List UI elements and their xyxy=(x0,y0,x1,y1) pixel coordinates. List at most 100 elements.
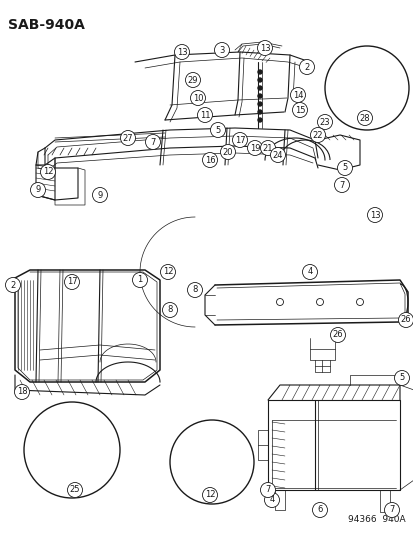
Circle shape xyxy=(197,108,212,123)
Text: 14: 14 xyxy=(292,91,302,100)
Text: 21: 21 xyxy=(262,143,273,152)
Circle shape xyxy=(202,488,217,503)
Text: 6: 6 xyxy=(316,505,322,514)
Text: 22: 22 xyxy=(312,131,323,140)
Circle shape xyxy=(132,272,147,287)
Text: 8: 8 xyxy=(192,286,197,295)
Circle shape xyxy=(162,303,177,318)
Circle shape xyxy=(337,160,351,175)
Circle shape xyxy=(220,144,235,159)
Text: 28: 28 xyxy=(359,114,369,123)
Circle shape xyxy=(24,402,120,498)
Text: 26: 26 xyxy=(332,330,342,340)
Text: 18: 18 xyxy=(17,387,27,397)
Circle shape xyxy=(257,70,261,74)
Circle shape xyxy=(270,148,285,163)
Text: 27: 27 xyxy=(122,133,133,142)
Circle shape xyxy=(40,165,55,180)
Circle shape xyxy=(312,503,327,518)
Circle shape xyxy=(67,482,82,497)
Text: 20: 20 xyxy=(222,148,233,157)
Text: 17: 17 xyxy=(234,135,245,144)
Circle shape xyxy=(260,482,275,497)
Circle shape xyxy=(334,177,349,192)
Circle shape xyxy=(247,141,262,156)
Text: 7: 7 xyxy=(150,138,155,147)
Circle shape xyxy=(257,78,261,82)
Circle shape xyxy=(160,264,175,279)
Text: 15: 15 xyxy=(294,106,304,115)
Text: 8: 8 xyxy=(167,305,172,314)
Text: 29: 29 xyxy=(188,76,198,85)
Text: 26: 26 xyxy=(400,316,411,325)
Text: 19: 19 xyxy=(249,143,260,152)
Circle shape xyxy=(317,115,332,130)
Text: 10: 10 xyxy=(192,93,203,102)
Circle shape xyxy=(64,274,79,289)
Circle shape xyxy=(367,207,382,222)
Circle shape xyxy=(357,110,372,125)
Text: 4: 4 xyxy=(306,268,312,277)
Circle shape xyxy=(187,282,202,297)
Circle shape xyxy=(290,87,305,102)
Text: 9: 9 xyxy=(97,190,102,199)
Circle shape xyxy=(190,91,205,106)
Text: 5: 5 xyxy=(342,164,347,173)
Text: 5: 5 xyxy=(399,374,404,383)
Circle shape xyxy=(14,384,29,400)
Circle shape xyxy=(170,420,254,504)
Circle shape xyxy=(299,60,314,75)
Circle shape xyxy=(324,46,408,130)
Text: 3: 3 xyxy=(219,45,224,54)
Circle shape xyxy=(174,44,189,60)
Text: 13: 13 xyxy=(176,47,187,56)
Circle shape xyxy=(210,123,225,138)
Circle shape xyxy=(257,94,261,98)
Circle shape xyxy=(232,133,247,148)
Circle shape xyxy=(257,86,261,90)
Circle shape xyxy=(120,131,135,146)
Circle shape xyxy=(202,152,217,167)
Text: 11: 11 xyxy=(199,110,210,119)
Circle shape xyxy=(257,102,261,106)
Text: 94366  940A: 94366 940A xyxy=(347,515,405,524)
Circle shape xyxy=(398,312,413,327)
Text: 12: 12 xyxy=(162,268,173,277)
Text: 7: 7 xyxy=(388,505,394,514)
Circle shape xyxy=(302,264,317,279)
Text: 13: 13 xyxy=(259,44,270,52)
Circle shape xyxy=(185,72,200,87)
Text: 2: 2 xyxy=(304,62,309,71)
Circle shape xyxy=(214,43,229,58)
Text: SAB-940A: SAB-940A xyxy=(8,18,85,32)
Text: 16: 16 xyxy=(204,156,215,165)
Circle shape xyxy=(31,182,45,198)
Text: 1: 1 xyxy=(137,276,142,285)
Circle shape xyxy=(257,41,272,55)
Text: 4: 4 xyxy=(269,496,274,505)
Text: 24: 24 xyxy=(272,150,282,159)
Circle shape xyxy=(260,141,275,156)
Text: 12: 12 xyxy=(43,167,53,176)
Circle shape xyxy=(292,102,307,117)
Circle shape xyxy=(257,110,261,114)
Text: 2: 2 xyxy=(10,280,16,289)
Text: 13: 13 xyxy=(369,211,380,220)
Text: 7: 7 xyxy=(339,181,344,190)
Circle shape xyxy=(384,503,399,518)
Text: 23: 23 xyxy=(319,117,330,126)
Circle shape xyxy=(264,492,279,507)
Circle shape xyxy=(92,188,107,203)
Circle shape xyxy=(330,327,345,343)
Text: 12: 12 xyxy=(204,490,215,499)
Text: 17: 17 xyxy=(66,278,77,287)
Circle shape xyxy=(257,118,261,122)
Text: 7: 7 xyxy=(265,486,270,495)
Circle shape xyxy=(5,278,21,293)
Circle shape xyxy=(310,127,325,142)
Text: 25: 25 xyxy=(69,486,80,495)
Circle shape xyxy=(394,370,408,385)
Text: 9: 9 xyxy=(35,185,40,195)
Circle shape xyxy=(145,134,160,149)
Text: 5: 5 xyxy=(215,125,220,134)
